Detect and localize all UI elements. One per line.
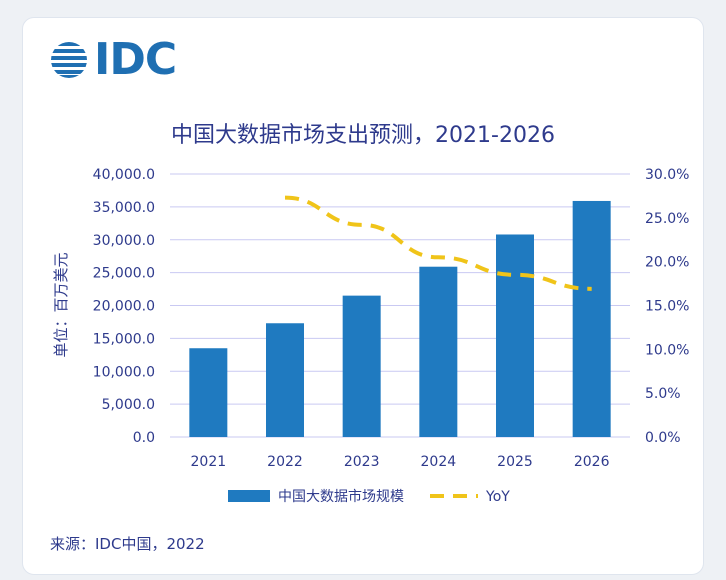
legend-label-bar: 中国大数据市场规模 [278, 488, 404, 505]
x-tick-label: 2025 [497, 454, 533, 470]
y2-tick-label: 15.0% [645, 299, 689, 315]
bar-2025 [496, 234, 534, 437]
bar-2026 [572, 200, 611, 437]
y-tick-label: 5,000.0 [102, 397, 155, 413]
source-note: 来源：IDC中国，2022 [50, 535, 205, 553]
y-axis-title: 单位：百万美元 [52, 252, 70, 357]
x-tick-label: 2024 [421, 454, 457, 470]
y-tick-label: 15,000.0 [93, 331, 155, 347]
y-tick-label: 20,000.0 [93, 299, 155, 315]
y2-tick-label: 20.0% [645, 255, 689, 271]
y-tick-label: 25,000.0 [93, 266, 155, 282]
x-tick-label: 2023 [344, 454, 380, 470]
bar-2024 [419, 266, 458, 437]
y2-tick-label: 0.0% [645, 430, 681, 446]
y2-tick-label: 25.0% [645, 211, 689, 227]
globe-icon [51, 42, 87, 78]
x-tick-label: 2026 [574, 454, 610, 470]
y2-tick-label: 10.0% [645, 342, 689, 358]
y2-tick-label: 30.0% [645, 167, 689, 183]
bar-2022 [266, 323, 304, 437]
bar-2021 [189, 348, 228, 437]
legend-swatch-bar [228, 490, 270, 502]
legend-label-line: YoY [485, 489, 510, 505]
bar-2023 [342, 295, 381, 437]
x-tick-label: 2021 [191, 454, 227, 470]
y-tick-label: 0.0 [133, 430, 155, 446]
x-tick-label: 2022 [267, 454, 303, 470]
logo-text: IDC [94, 34, 177, 85]
y-tick-label: 30,000.0 [93, 233, 155, 249]
idc-logo: IDC [50, 34, 177, 85]
y2-tick-label: 5.0% [645, 386, 681, 402]
y-tick-label: 10,000.0 [93, 364, 155, 380]
y-tick-label: 35,000.0 [93, 200, 155, 216]
y-tick-label: 40,000.0 [93, 167, 155, 183]
chart-title: 中国大数据市场支出预测，2021-2026 [171, 123, 555, 148]
yoy-line [284, 195, 592, 291]
